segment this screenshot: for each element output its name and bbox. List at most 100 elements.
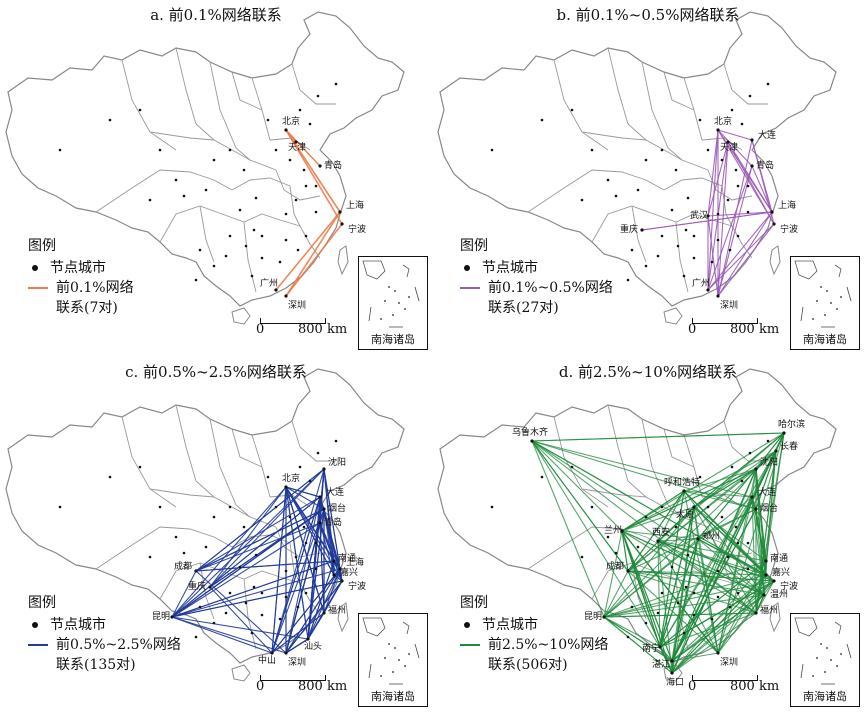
- country-outline: [437, 11, 837, 307]
- province-border: [641, 61, 683, 161]
- node-dot: [736, 591, 740, 595]
- link-福州-宁波: [755, 580, 775, 614]
- node-dot: [228, 505, 232, 509]
- scale-max: 800 km: [298, 322, 348, 337]
- legend-node-label: 节点城市: [50, 260, 106, 276]
- scale-zero: 0: [256, 322, 265, 337]
- node-dot: [706, 505, 710, 509]
- node-dot: [260, 613, 264, 617]
- node-dot: [296, 605, 300, 609]
- south-china-sea-inset: 南海诸岛: [790, 256, 860, 350]
- link-海口-福州: [671, 612, 757, 674]
- node-dot: [284, 212, 288, 216]
- link-湛江-烟台: [671, 508, 757, 662]
- province-border: [209, 61, 251, 161]
- link-沈阳-昆明: [171, 468, 325, 618]
- node-dot: [244, 601, 248, 605]
- city-dot: [332, 559, 336, 563]
- node-dot: [158, 505, 162, 509]
- province-border: [95, 169, 215, 213]
- province-border: [149, 131, 277, 171]
- link-大连-深圳: [717, 139, 753, 297]
- node-dot: [684, 228, 688, 232]
- node-dot: [212, 158, 216, 162]
- city-dot: [772, 222, 776, 226]
- link-上海-广州: [707, 211, 773, 291]
- link-成都-呼和浩特: [627, 490, 685, 572]
- province-border: [641, 418, 683, 518]
- node-dot: [274, 148, 278, 152]
- city-label: 沈阳: [328, 456, 346, 468]
- link-嘉兴-宁波: [333, 574, 343, 582]
- link-沈阳-重庆: [209, 468, 325, 588]
- link-郑州-湛江: [671, 538, 699, 662]
- city-dot: [782, 431, 786, 435]
- link-青岛-上海: [751, 165, 773, 213]
- node-dot: [224, 611, 228, 615]
- link-深圳-哈尔滨: [717, 432, 785, 654]
- link-北京-青岛: [717, 129, 753, 167]
- legend-line-label: 前0.1%~0.5%网络 联系(27对): [488, 278, 613, 318]
- city-dot: [670, 659, 674, 663]
- province-border: [231, 71, 263, 111]
- city-label: 中山: [258, 654, 276, 666]
- city-dot: [716, 128, 720, 132]
- node-dot: [734, 168, 738, 172]
- legend: 图例 节点城市 前2.5%~10%网络 联系(506对): [460, 593, 608, 675]
- city-dot: [764, 559, 768, 563]
- panel-title: d. 前2.5%~10%网络联系: [558, 363, 738, 381]
- link-青岛-沈阳: [319, 468, 325, 524]
- node-dot: [626, 635, 630, 639]
- city-label: 南通: [770, 552, 788, 564]
- link-兰州-温州: [621, 530, 765, 596]
- node-dot: [228, 591, 232, 595]
- link-宁波-成都: [627, 570, 775, 582]
- link-昆明-乌鲁木齐: [531, 440, 605, 618]
- node-dot: [656, 254, 660, 258]
- city-dot: [754, 507, 758, 511]
- node-dot: [734, 525, 738, 529]
- node-dot: [242, 168, 246, 172]
- city-label: 宁波: [348, 580, 366, 592]
- link-烟台-郑州: [697, 508, 757, 540]
- node-dot: [314, 567, 318, 571]
- city-dot: [696, 537, 700, 541]
- link-郑州-兰州: [621, 530, 699, 540]
- node-dot: [720, 158, 724, 162]
- city-label: 昆明: [152, 611, 170, 622]
- node-dot: [242, 525, 246, 529]
- node-dot: [304, 184, 308, 188]
- city-dot: [772, 579, 776, 583]
- legend: 图例 节点城市 前0.5%~2.5%网络 联系(135对): [28, 593, 181, 675]
- city-label: 重庆: [620, 223, 638, 235]
- province-border: [591, 562, 655, 600]
- province-border: [289, 542, 301, 584]
- city-dot: [602, 615, 606, 619]
- south-china-sea-inset: 南海诸岛: [358, 613, 428, 707]
- city-dot: [338, 567, 342, 571]
- node-legend-icon: [464, 265, 470, 271]
- city-dot: [706, 214, 710, 218]
- city-label: 北京: [282, 115, 300, 127]
- link-呼和浩特-兰州: [621, 490, 685, 532]
- city-label: 长春: [780, 440, 798, 452]
- city-dot: [750, 495, 754, 499]
- node-dot: [212, 264, 216, 268]
- link-南宁-湛江: [659, 646, 673, 662]
- link-西安-宁波: [657, 540, 775, 582]
- node-legend-icon: [32, 265, 38, 271]
- node-dot: [746, 567, 750, 571]
- legend-line-label-2: 联系(135对): [56, 657, 136, 673]
- link-郑州-温州: [697, 538, 765, 596]
- city-label: 大连: [326, 486, 344, 498]
- node-dot: [302, 525, 306, 529]
- node-dot: [728, 605, 732, 609]
- legend-node-label: 节点城市: [50, 617, 106, 633]
- node-dot: [254, 553, 258, 557]
- city-label: 深圳: [720, 300, 738, 311]
- link-南宁-昆明: [603, 616, 661, 648]
- province-border: [299, 225, 321, 259]
- node-legend-icon: [464, 622, 470, 628]
- city-label: 太原: [676, 508, 694, 520]
